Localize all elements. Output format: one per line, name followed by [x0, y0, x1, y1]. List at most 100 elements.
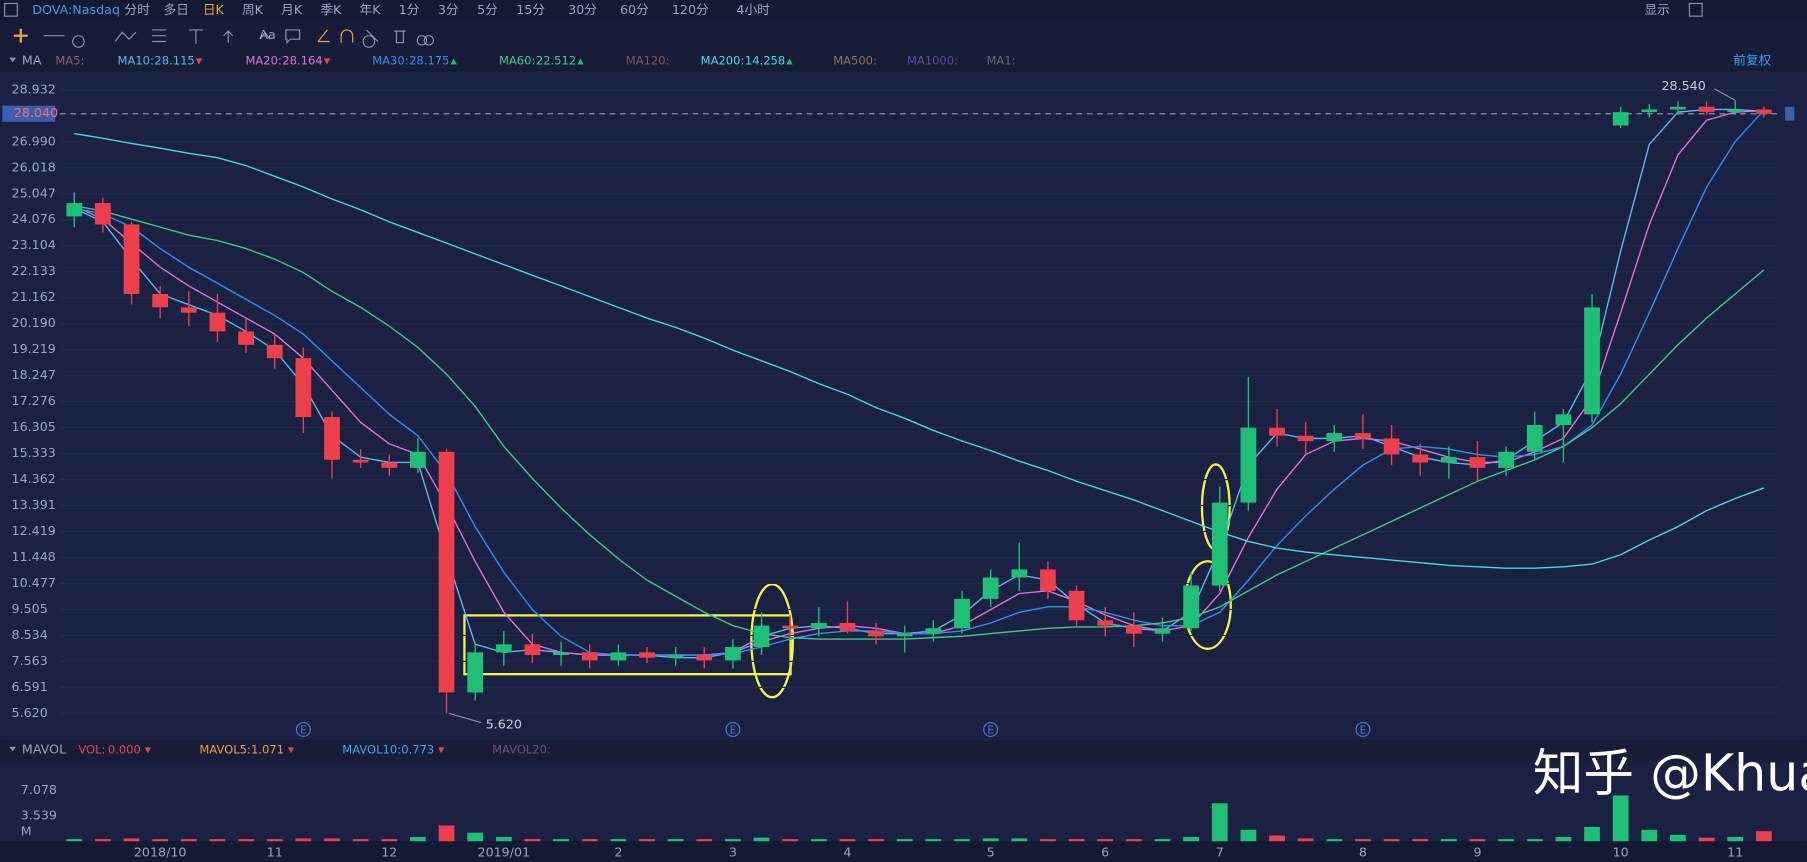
candle-body	[639, 652, 655, 658]
y-tick-label: 26.990	[12, 133, 56, 148]
y-tick-label: 10.477	[12, 575, 56, 590]
candle-body	[1469, 457, 1486, 468]
y-tick-label: 9.505	[12, 601, 48, 616]
candle-body	[1154, 628, 1171, 634]
earnings-label[interactable]: E	[730, 725, 737, 737]
text-tool[interactable]: Aa	[259, 27, 275, 42]
volume-bar	[524, 839, 541, 842]
y-tick-label: 6.591	[12, 679, 48, 694]
period-tab[interactable]: 分时	[124, 2, 150, 17]
volume-bar	[1526, 839, 1543, 842]
legend-value: 14.258	[745, 54, 785, 68]
symbol[interactable]: DOVA:Nasdaq	[32, 2, 120, 17]
y-tick-label: 22.133	[12, 263, 56, 278]
last-price-label: 28.040	[14, 105, 58, 120]
candle-body	[553, 652, 569, 656]
period-tab[interactable]: 日K	[203, 2, 225, 17]
period-tab[interactable]: 季K	[320, 2, 342, 17]
earnings-label[interactable]: E	[1360, 725, 1367, 737]
candle-body	[1125, 625, 1142, 634]
volume-bar	[1211, 803, 1228, 842]
legend-trend: ▲	[786, 57, 793, 66]
high-annotation: 28.540	[1661, 78, 1705, 93]
volume-bar	[553, 839, 569, 842]
legend-name: MA1000:	[907, 54, 958, 68]
volume-bar	[238, 839, 254, 842]
volume-bar	[209, 839, 226, 842]
y-tick-label: 23.104	[12, 237, 56, 252]
x-tick-label: 11	[267, 844, 283, 859]
period-tab[interactable]: 30分	[568, 2, 597, 17]
ma-line	[74, 132, 1765, 569]
vol-tick-label: 3.539	[21, 807, 57, 822]
volume-bar	[495, 836, 512, 842]
volume-bar	[1641, 829, 1658, 842]
display-menu[interactable]: 显示	[1644, 2, 1669, 17]
period-tab[interactable]: 60分	[620, 2, 649, 17]
candle-body	[982, 577, 999, 599]
ma-line	[74, 109, 1765, 656]
volume-bar	[180, 839, 197, 842]
period-tab[interactable]: 3分	[438, 2, 459, 17]
period-tab[interactable]: 月K	[281, 2, 303, 17]
adjust-mode[interactable]: 前复权	[1733, 53, 1771, 68]
period-tab[interactable]: 5分	[477, 2, 498, 17]
volume-bar	[667, 839, 684, 842]
last-price-box	[2, 105, 56, 122]
y-tick-label: 24.076	[12, 211, 56, 226]
volume-bar	[1125, 839, 1142, 842]
vol-header	[0, 739, 1807, 761]
legend-name: MA120:	[626, 54, 670, 68]
period-tab[interactable]: 1分	[399, 2, 420, 17]
period-tab[interactable]: 年K	[360, 2, 382, 17]
period-tab[interactable]: 周K	[242, 2, 264, 17]
vol-tick-label: 7.078	[21, 782, 57, 797]
y-tick-label: 14.362	[12, 471, 56, 486]
earnings-label[interactable]: E	[300, 725, 307, 737]
period-tab[interactable]: 120分	[672, 2, 709, 17]
y-tick-label: 11.448	[12, 549, 56, 564]
candle-body	[667, 655, 684, 658]
y-tick-label: 17.276	[12, 393, 56, 408]
volume-bar	[1584, 826, 1600, 842]
checkbox[interactable]	[1688, 2, 1703, 17]
x-tick-label: 11	[1727, 844, 1743, 859]
volume-bar	[925, 839, 942, 842]
collapse-icon	[9, 746, 17, 752]
candle-body	[152, 293, 169, 308]
vol-tick-label: M	[21, 824, 32, 839]
earnings-marker	[1355, 721, 1371, 737]
earnings-label[interactable]: E	[987, 725, 994, 737]
volume-bar	[1755, 831, 1772, 842]
legend-value: 28.175	[409, 54, 449, 68]
sidebar-toggle[interactable]	[4, 2, 18, 17]
legend-name: MA500:	[833, 54, 877, 68]
candle-body	[1698, 106, 1715, 113]
legend-name: MA1:	[986, 54, 1015, 68]
legend-name: MA200:	[701, 54, 745, 68]
candle-body	[467, 652, 484, 693]
x-tick-label: 6	[1101, 844, 1109, 859]
y-tick-label: 8.534	[12, 627, 48, 642]
volume-bar	[1355, 839, 1371, 842]
period-tab[interactable]: 15分	[516, 2, 545, 17]
period-tab[interactable]: 4小时	[736, 2, 770, 17]
x-tick-label: 2019/01	[478, 844, 531, 859]
volume-bar	[839, 839, 856, 842]
candle-body	[1355, 433, 1371, 439]
candle-body	[1269, 427, 1285, 436]
volume-bar	[1612, 795, 1629, 842]
x-tick-label: 8	[1359, 844, 1367, 859]
top-bar	[0, 0, 1807, 21]
y-tick-label: 18.247	[12, 367, 56, 382]
x-tick-label: 10	[1613, 844, 1629, 859]
volume-bar	[1555, 836, 1572, 842]
candle-body	[810, 622, 827, 629]
candle-body	[1412, 454, 1429, 463]
candle-body	[782, 625, 799, 629]
period-tab[interactable]: 多日	[164, 2, 189, 17]
vol-legend-value: 0.000	[108, 743, 141, 757]
volume-bar	[438, 825, 455, 842]
